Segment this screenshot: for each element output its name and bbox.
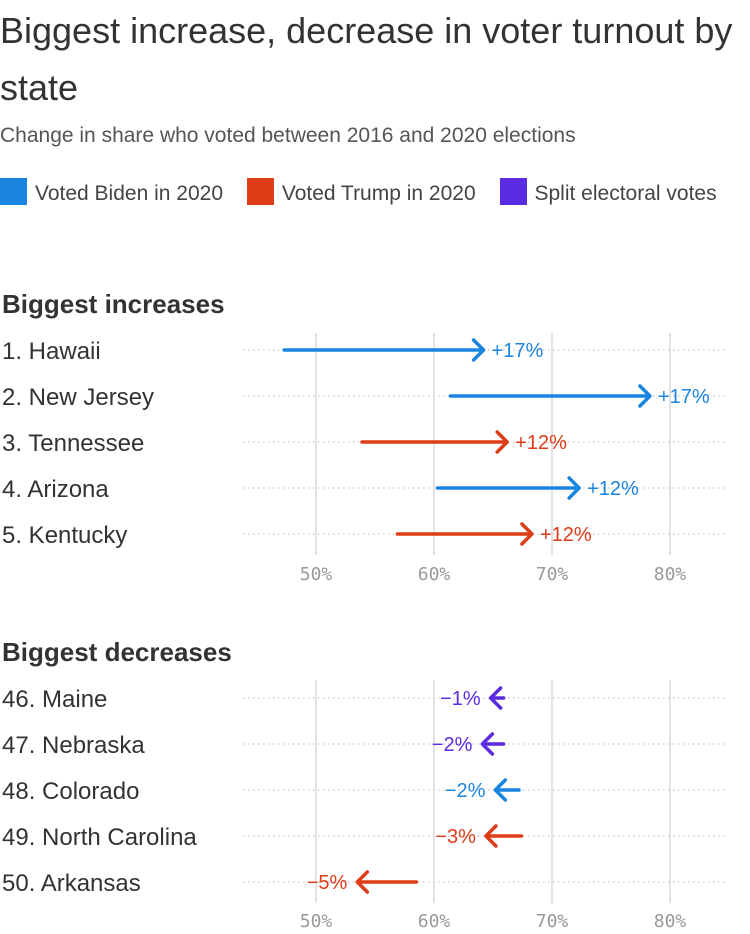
x-tick-label: 80% [654, 911, 687, 932]
change-label: +12% [587, 478, 639, 500]
section-title: Biggest increases [2, 289, 225, 319]
arrow-head [520, 522, 534, 546]
legend-label-biden: Voted Biden in 2020 [35, 182, 223, 205]
state-label: 3. Tennessee [2, 430, 144, 457]
legend: Voted Biden in 2020 Voted Trump in 2020 … [0, 176, 745, 211]
legend-item-biden: Voted Biden in 2020 [0, 178, 223, 205]
change-label: −5% [307, 872, 348, 894]
legend-item-split: Split electoral votes [499, 178, 717, 205]
arrow-head [638, 384, 652, 408]
change-label: −3% [435, 826, 476, 848]
change-label: +17% [492, 340, 544, 362]
legend-swatch-trump [246, 178, 274, 205]
chart-title: Biggest increase, decrease in voter turn… [0, 10, 733, 108]
chart-panel-decreases: Biggest decreases 50% 60% 70% 80% 46. Maine −1… [2, 637, 728, 932]
change-label: +12% [540, 524, 592, 546]
x-tick-label: 60% [418, 911, 451, 932]
legend-label-split: Split electoral votes [534, 182, 717, 205]
state-label: 4. Arizona [2, 476, 109, 503]
arrow-head [488, 686, 503, 710]
arrow-head [480, 732, 495, 756]
state-label: 5. Kentucky [2, 522, 127, 549]
arrow-head [471, 338, 486, 362]
change-label: +17% [658, 386, 710, 408]
state-label: 2. New Jersey [2, 384, 154, 411]
arrow-head [495, 430, 509, 454]
x-tick-label: 80% [654, 564, 687, 585]
arrow-head [567, 476, 581, 500]
chart-panel-increases: Biggest increases 50% 60% 70% 80% 1. Hawaii +1… [2, 289, 728, 585]
change-label: −2% [445, 780, 486, 802]
chart-subtitle: Change in share who voted between 2016 a… [0, 124, 576, 147]
state-label: 50. Arkansas [2, 870, 141, 897]
state-label: 49. North Carolina [2, 824, 197, 851]
arrow-head [355, 870, 370, 894]
section-title: Biggest decreases [2, 637, 232, 667]
x-tick-label: 70% [536, 564, 569, 585]
legend-item-trump: Voted Trump in 2020 [246, 178, 476, 205]
change-label: −2% [432, 734, 473, 756]
legend-swatch-biden [0, 178, 27, 205]
change-label: −1% [440, 688, 481, 710]
x-tick-label: 70% [536, 911, 569, 932]
x-tick-label: 60% [418, 564, 451, 585]
state-label: 46. Maine [2, 686, 107, 713]
state-label: 1. Hawaii [2, 338, 101, 365]
arrow-head [493, 778, 508, 802]
state-label: 47. Nebraska [2, 732, 145, 759]
legend-swatch-split [499, 178, 527, 205]
x-tick-label: 50% [300, 564, 333, 585]
x-tick-label: 50% [300, 911, 333, 932]
change-label: +12% [515, 432, 567, 454]
arrow-head [484, 824, 498, 848]
state-label: 48. Colorado [2, 778, 139, 805]
legend-label-trump: Voted Trump in 2020 [281, 182, 476, 205]
